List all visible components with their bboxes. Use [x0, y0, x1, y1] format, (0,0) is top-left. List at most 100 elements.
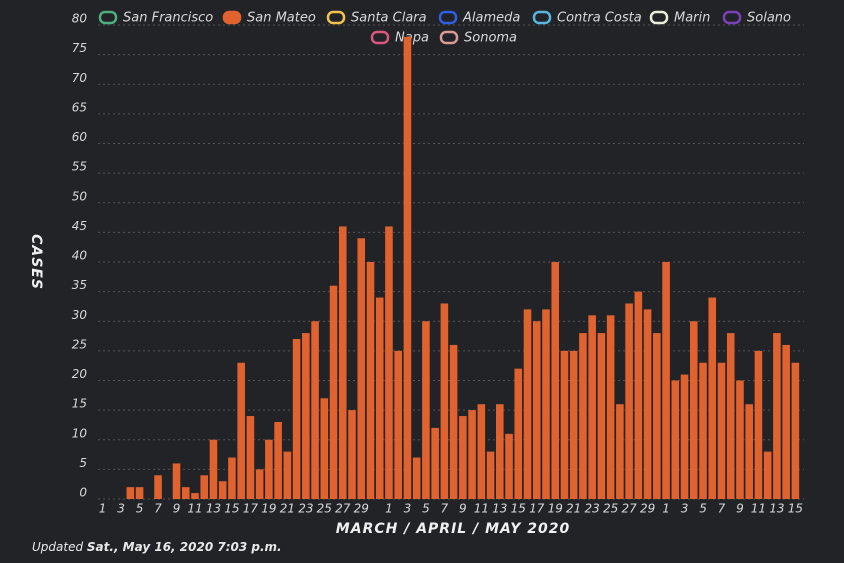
- legend-label[interactable]: Santa Clara: [351, 11, 427, 26]
- x-tick-label: 5: [136, 502, 144, 516]
- x-tick-label: 23: [298, 502, 313, 516]
- bar: [634, 291, 643, 499]
- legend-swatch[interactable]: [98, 10, 118, 25]
- x-tick-label: 13: [769, 502, 784, 516]
- bar: [745, 404, 753, 499]
- x-tick-label: 15: [224, 502, 239, 516]
- x-tick-label: 7: [154, 502, 162, 516]
- bar: [782, 344, 790, 499]
- x-tick-label: 9: [736, 502, 744, 516]
- x-tick-label: 1: [99, 502, 107, 516]
- x-tick-label: 27: [621, 502, 637, 516]
- legend-swatch[interactable]: [649, 10, 669, 25]
- x-tick-label: 29: [640, 502, 655, 516]
- bar: [385, 226, 393, 499]
- x-tick-label: 11: [187, 502, 202, 516]
- bar: [726, 333, 735, 499]
- bar: [717, 362, 726, 499]
- bar: [680, 374, 689, 499]
- legend-label[interactable]: Napa: [395, 31, 429, 46]
- bar: [653, 333, 661, 499]
- legend-swatch[interactable]: [222, 10, 242, 25]
- bar: [209, 439, 218, 499]
- bar: [255, 469, 264, 499]
- bar: [542, 309, 550, 499]
- legend-swatch[interactable]: [326, 10, 346, 25]
- footnote: Updated Sat., May 16, 2020 7:03 p.m.: [32, 540, 282, 554]
- bar: [218, 481, 227, 499]
- legend-label[interactable]: Contra Costa: [557, 11, 642, 26]
- y-tick-label: 25: [72, 337, 87, 351]
- bar: [505, 433, 513, 499]
- legend-label[interactable]: Sonoma: [464, 31, 517, 46]
- bar: [459, 416, 467, 499]
- legend-swatch[interactable]: [370, 30, 390, 45]
- bar: [689, 321, 698, 499]
- bar: [791, 362, 800, 499]
- bar: [311, 321, 319, 499]
- bar: [616, 404, 624, 499]
- y-tick-label: 50: [72, 189, 88, 203]
- x-tick-label: 3: [404, 502, 412, 516]
- bar: [357, 238, 366, 500]
- x-tick-label: 17: [529, 502, 545, 516]
- bar: [181, 487, 190, 499]
- y-tick-label: 55: [72, 160, 87, 174]
- bar: [496, 404, 504, 499]
- bar: [551, 262, 560, 499]
- x-tick-label: 23: [585, 502, 600, 516]
- y-tick-label: 35: [72, 278, 87, 292]
- x-tick-label: 1: [385, 502, 393, 516]
- x-tick-label: 7: [718, 502, 726, 516]
- legend-label[interactable]: Solano: [747, 11, 791, 26]
- x-tick-label: 9: [459, 502, 467, 516]
- x-tick-label: 3: [681, 502, 689, 516]
- bar: [597, 333, 606, 499]
- bar: [532, 321, 541, 499]
- bar: [579, 333, 587, 499]
- y-tick-label: 15: [72, 397, 87, 411]
- bar: [246, 416, 255, 499]
- bar: [422, 321, 430, 499]
- bar: [329, 285, 338, 499]
- y-tick-label: 30: [72, 308, 88, 322]
- bar: [662, 262, 670, 499]
- x-tick-label: 27: [335, 502, 351, 516]
- bar: [172, 463, 181, 499]
- bar: [228, 457, 236, 499]
- bar: [625, 303, 633, 499]
- bar: [569, 350, 578, 499]
- bar: [440, 303, 449, 499]
- x-tick-label: 7: [441, 502, 449, 516]
- bar: [394, 350, 402, 499]
- y-tick-label: 45: [72, 219, 87, 233]
- bar: [237, 362, 245, 499]
- y-tick-label: 80: [72, 12, 88, 26]
- legend-swatch[interactable]: [722, 10, 742, 25]
- legend-label[interactable]: San Francisco: [123, 11, 213, 26]
- x-tick-label: 15: [511, 502, 526, 516]
- legend-swatch[interactable]: [438, 10, 458, 25]
- bar: [302, 333, 310, 499]
- bar: [292, 339, 301, 499]
- legend-swatch[interactable]: [532, 10, 552, 25]
- legend-label[interactable]: San Mateo: [247, 11, 316, 26]
- bar: [643, 309, 652, 499]
- bar: [431, 427, 439, 499]
- y-tick-label: 65: [72, 100, 87, 114]
- footnote-prefix: Updated: [32, 540, 83, 554]
- footnote-date: Sat., May 16, 2020 7:03 p.m.: [87, 540, 282, 554]
- bar: [283, 451, 292, 499]
- bar: [699, 362, 707, 499]
- bar: [773, 333, 781, 499]
- y-tick-label: 5: [79, 456, 87, 470]
- legend-swatch[interactable]: [439, 30, 459, 45]
- bar: [338, 226, 347, 499]
- bar: [736, 380, 744, 499]
- legend-label[interactable]: Marin: [674, 11, 710, 26]
- x-tick-label: 21: [566, 502, 581, 516]
- legend-label[interactable]: Alameda: [462, 11, 520, 26]
- x-tick-label: 11: [751, 502, 766, 516]
